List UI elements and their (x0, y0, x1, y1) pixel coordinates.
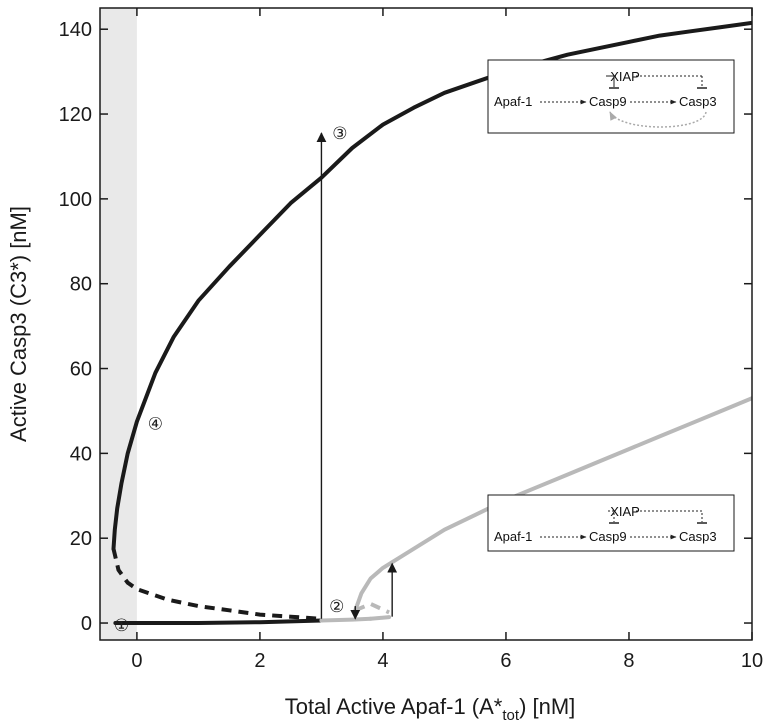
inset-casp3-label: Casp3 (679, 94, 717, 109)
curves-group (111, 20, 752, 625)
y-tick-label: 80 (70, 274, 92, 296)
feedback-arrow (609, 111, 707, 128)
inset-apaf-label: Apaf-1 (494, 529, 532, 544)
shaded-region (100, 8, 137, 640)
inset-xiap-label: XIAP (610, 504, 640, 519)
y-tick-label: 140 (59, 19, 92, 41)
inset-diagram-no-feedback: XIAP Apaf-1 Casp9 Casp3 (487, 494, 735, 552)
series-line-6 (353, 396, 752, 613)
inset-casp9-label: Casp9 (589, 529, 627, 544)
x-tick-label: 2 (254, 650, 265, 672)
inset-diagram-feedback: XIAP Apaf-1 Casp9 Casp3 (487, 59, 735, 134)
state-marker-4: ④ (148, 415, 163, 435)
y-tick-label: 120 (59, 104, 92, 126)
y-axis-title: Active Casp3 (C3*) [nM] (6, 206, 31, 442)
inset-apaf-label: Apaf-1 (494, 94, 532, 109)
y-tick-label: 0 (81, 613, 92, 635)
series-line-1 (111, 548, 322, 621)
y-tick-label: 60 (70, 359, 92, 381)
series-line-4 (368, 615, 392, 621)
inset-casp9-label: Casp9 (589, 94, 627, 109)
y-tick-label: 20 (70, 528, 92, 550)
series-line-2 (113, 618, 324, 625)
x-tick-label: 4 (377, 650, 388, 672)
state-marker-1: ① (114, 616, 129, 636)
state-marker-2: ② (329, 597, 344, 617)
series-line-5 (354, 601, 390, 615)
markers-group: ① ② ③ ④ (114, 124, 348, 636)
x-axis-title-subscript: tot (502, 707, 520, 724)
series-line-3 (319, 616, 373, 623)
series-line-0 (111, 20, 752, 551)
arrows-group (316, 132, 398, 620)
y-tick-label: 40 (70, 443, 92, 465)
inset-casp3-label: Casp3 (679, 529, 717, 544)
x-tick-label: 6 (500, 650, 511, 672)
inset-xiap-label: XIAP (610, 69, 640, 84)
x-axis-title: Total Active Apaf-1 (A*tot) [nM] (285, 694, 576, 724)
x-tick-label: 10 (741, 650, 763, 672)
plot-frame (99, 7, 753, 641)
state-marker-3: ③ (332, 124, 347, 144)
x-tick-label: 8 (623, 650, 634, 672)
y-tick-label: 100 (59, 189, 92, 211)
x-tick-label: 0 (131, 650, 142, 672)
